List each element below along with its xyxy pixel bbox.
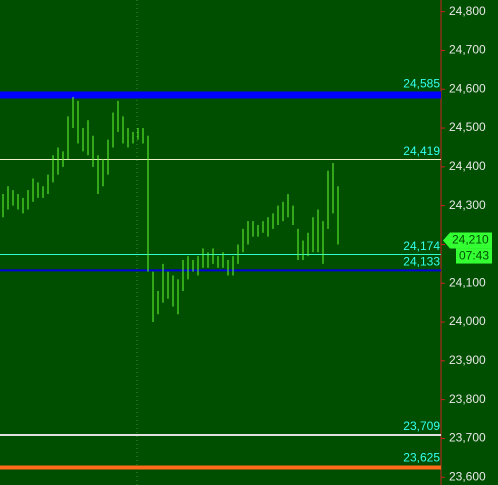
last-price-marker [443,232,492,249]
y-tick-label: 24,400 [449,159,486,173]
y-tick-label: 24,800 [449,4,486,18]
timer-box [456,248,492,264]
y-tick-label: 23,800 [449,392,486,406]
y-tick-label: 24,700 [449,43,486,57]
price-level-label: 24,174 [403,239,440,253]
y-tick-label: 23,600 [449,469,486,483]
y-tick-label: 23,900 [449,353,486,367]
price-level-label: 23,625 [403,451,440,465]
y-tick-label: 24,300 [449,198,486,212]
y-tick-label: 24,600 [449,81,486,95]
y-tick-label: 24,100 [449,275,486,289]
last-price-label: 24,210 [452,233,489,247]
price-level-label: 24,133 [403,255,440,269]
y-tick-label: 24,500 [449,120,486,134]
price-level-label: 24,419 [403,144,440,158]
y-tick-label: 23,700 [449,431,486,445]
price-level-label: 24,585 [403,77,440,91]
timer-label: 07:43 [459,249,489,263]
price-level-label: 23,709 [403,419,440,433]
y-tick-label: 24,000 [449,314,486,328]
